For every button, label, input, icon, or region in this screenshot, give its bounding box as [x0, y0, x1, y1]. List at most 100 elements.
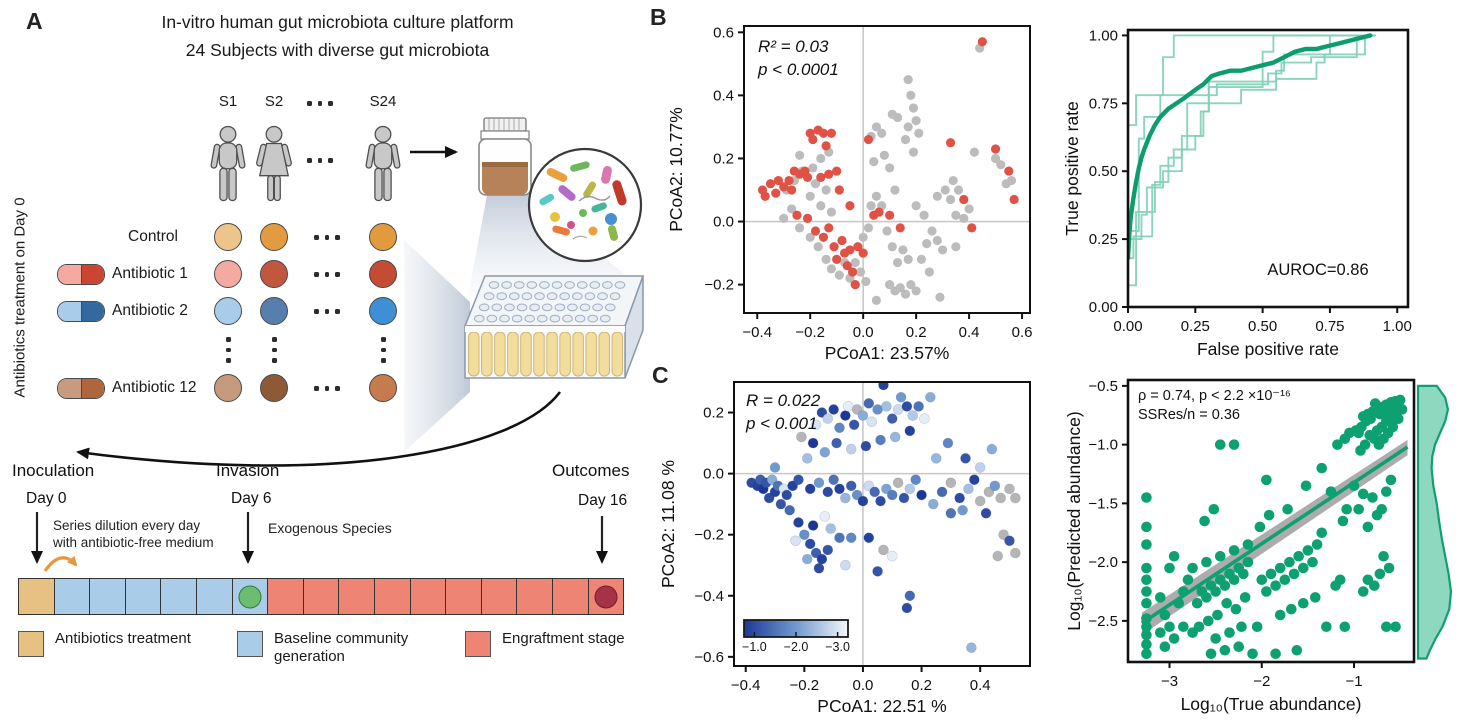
- svg-text:0.50: 0.50: [1089, 163, 1118, 180]
- svg-text:1.00: 1.00: [1383, 318, 1412, 335]
- svg-text:−0.2: −0.2: [795, 324, 825, 341]
- timeline-cell: [303, 579, 340, 614]
- ellipsis-icon: [307, 158, 333, 163]
- event-inoculation-day: Day 0: [26, 490, 67, 507]
- community-well-icon: [260, 260, 288, 288]
- capsule-icon: [57, 301, 105, 322]
- event-invasion: Invasion: [216, 461, 280, 480]
- community-well-icon: [260, 223, 288, 251]
- predicted-vs-true-chart: −3 −2 −1 −0.5 −1.0 −1.5 −2.0 −2.5 Log₁₀(True abu…: [1058, 362, 1472, 727]
- stat-annotation: p < 0.001: [745, 414, 817, 433]
- y-axis-label: True positive rate: [1062, 101, 1082, 236]
- plot-content: [744, 26, 1030, 313]
- timeline-cell: [232, 579, 269, 614]
- panel-a: A In-vitro human gut microbiota culture …: [0, 0, 648, 727]
- svg-text:0.0: 0.0: [713, 214, 734, 231]
- timeline-cell: [588, 579, 624, 614]
- svg-text:−0.4: −0.4: [731, 677, 761, 694]
- plot-border: [1126, 28, 1410, 309]
- capsule-icon: [57, 264, 105, 285]
- svg-text:−2.0: −2.0: [784, 640, 809, 654]
- svg-text:−0.2: −0.2: [694, 527, 724, 544]
- dilution-cycle-icon: [43, 555, 78, 572]
- y-axis-label: PCoA2: 10.77%: [666, 107, 686, 232]
- x-axis-label: Log₁₀(True abundance): [1181, 694, 1362, 714]
- timeline-bar: [18, 578, 624, 615]
- ellipsis-icon: [307, 101, 333, 106]
- roc-fold-curve: [1128, 34, 1376, 307]
- legend-swatch: [465, 631, 491, 657]
- stat-annotation: p < 0.0001: [757, 60, 839, 79]
- svg-text:0.25: 0.25: [1181, 318, 1210, 335]
- svg-text:−1.0: −1.0: [742, 640, 767, 654]
- well-plate-icon: [463, 275, 645, 379]
- axes: −0.4 −0.2 0.0 0.2 0.4 0.2 0.0 −0.2 −0.4 −0.6: [694, 405, 990, 694]
- axes: −3 −2 −1 −0.5 −1.0 −1.5 −2.0 −2.5: [1088, 378, 1362, 690]
- svg-text:0.50: 0.50: [1248, 318, 1277, 335]
- legend-label: Antibiotics treatment: [55, 630, 191, 647]
- community-well-icon: [260, 297, 288, 325]
- legend-item: Baseline community generation: [237, 630, 408, 666]
- community-well-icon: [214, 297, 242, 325]
- roc-fold-curve: [1128, 34, 1376, 307]
- capsule-icon: [57, 378, 105, 399]
- treatment-label: Antibiotic 2: [112, 302, 188, 319]
- y-axis-label: PCoA2: 11.08 %: [658, 460, 678, 588]
- legend-item: Engraftment stage: [465, 630, 625, 657]
- treatment-label: Control: [128, 228, 178, 245]
- microbiota-icon: [527, 147, 643, 263]
- svg-text:0.25: 0.25: [1089, 231, 1118, 248]
- person-s24-icon: [365, 125, 401, 202]
- legend-label: Engraftment stage: [502, 630, 625, 647]
- svg-text:−1.5: −1.5: [1088, 495, 1118, 512]
- timeline-cell: [552, 579, 589, 614]
- x-axis-label: PCoA1: 23.57%: [825, 343, 950, 360]
- svg-text:0.4: 0.4: [970, 677, 991, 694]
- community-well-icon: [214, 374, 242, 402]
- pcoa-antibiotics-chart: −0.4 −0.2 0.0 0.2 0.4 0.6 −0.2 0.0 0.2 0.4 0.6 PCoA…: [648, 0, 1050, 365]
- stat-annotation: ρ = 0.74, p < 2.2 ×10⁻¹⁶: [1138, 388, 1291, 404]
- timeline-cell: [374, 579, 411, 614]
- event-outcomes: Outcomes: [552, 461, 630, 480]
- treatment-label: Antibiotic 12: [112, 379, 197, 396]
- svg-text:−3: −3: [1161, 673, 1178, 690]
- invasion-dot-icon: [238, 585, 262, 608]
- timeline-cell: [446, 579, 482, 614]
- svg-text:1.00: 1.00: [1089, 27, 1118, 44]
- subject-label: S1: [218, 93, 238, 110]
- exogenous-species-note: Exogenous Species: [268, 520, 392, 536]
- vertical-ellipsis-icon: [381, 337, 386, 363]
- community-well-icon: [214, 223, 242, 251]
- dilution-note-line1: Series dilution every day: [53, 518, 201, 533]
- plot-content: [1128, 33, 1376, 307]
- b-pcoa-plot: −0.4 −0.2 0.0 0.2 0.4 0.6 −0.2 0.0 0.2 0.4 0.6 PCoA…: [666, 24, 1032, 363]
- stat-annotation: SSRes/n = 0.36: [1138, 407, 1240, 423]
- svg-text:−0.4: −0.4: [742, 324, 772, 341]
- stat-annotation: R² = 0.03: [758, 37, 829, 56]
- y-axis-label: Log₁₀(Predicted abundance): [1064, 411, 1084, 630]
- flow-arrow: [76, 391, 562, 467]
- community-well-icon: [369, 260, 397, 288]
- ellipsis-icon: [314, 272, 340, 277]
- points-layer: [757, 37, 1019, 305]
- axes: −0.4 −0.2 0.0 0.2 0.4 0.6 −0.2 0.0 0.2 0.4 0.6: [704, 24, 1032, 341]
- timeline-cell: [268, 579, 304, 614]
- event-invasion-day: Day 6: [231, 490, 272, 507]
- timeline-cell: [339, 579, 375, 614]
- community-well-icon: [214, 260, 242, 288]
- timeline-cell: [125, 579, 162, 614]
- pcoa-abundance-chart: −0.4 −0.2 0.0 0.2 0.4 0.2 0.0 −0.2 −0.4 −0.6 PCoA1…: [648, 362, 1050, 727]
- svg-text:−3.0: −3.0: [825, 640, 850, 654]
- svg-text:−2: −2: [1253, 673, 1270, 690]
- ellipsis-icon: [314, 309, 340, 314]
- event-outcomes-day: Day 16: [578, 492, 628, 509]
- community-well-icon: [369, 374, 397, 402]
- axes: 0.00 0.25 0.50 0.75 1.00 0.00 0.25 0.50 0.75 1.00: [1089, 27, 1412, 335]
- svg-text:−1: −1: [1345, 673, 1362, 690]
- dilution-note-line2: with antibiotic-free medium: [53, 535, 214, 550]
- timeline-cell: [196, 579, 233, 614]
- roc-fold-curve: [1128, 34, 1376, 307]
- timeline-cell: [90, 579, 126, 614]
- svg-text:0.2: 0.2: [703, 405, 724, 422]
